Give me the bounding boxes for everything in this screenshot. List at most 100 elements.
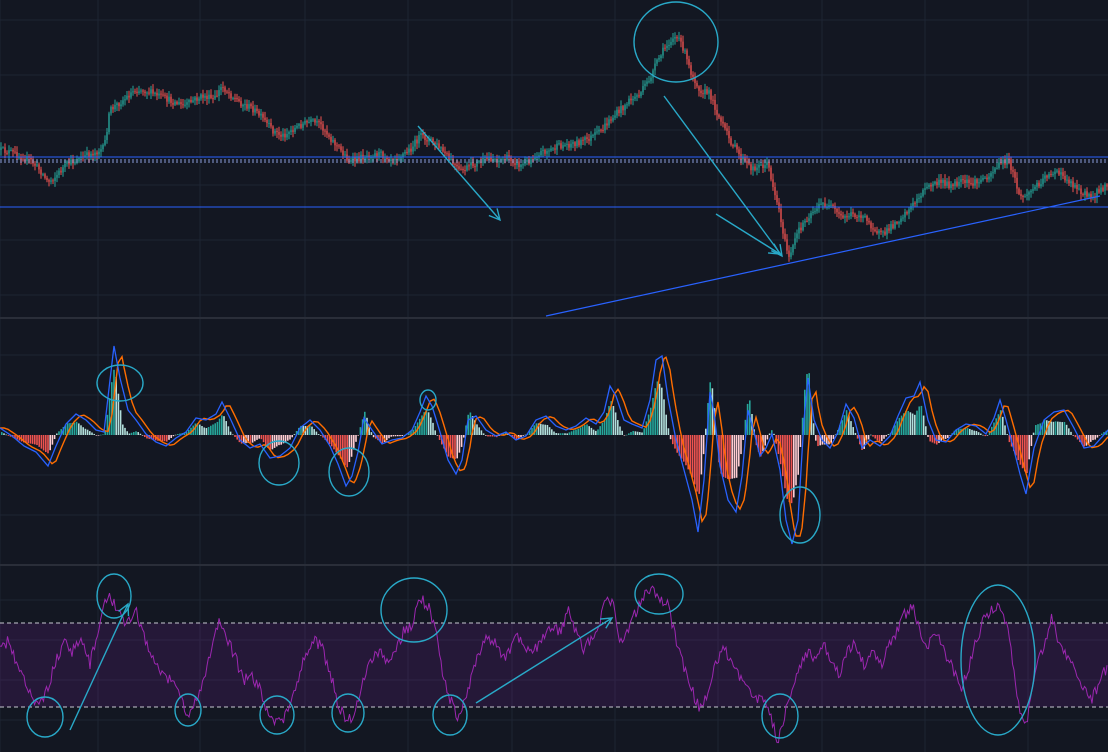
candle-body [466,165,468,171]
macd-histogram-bar [25,435,27,443]
candle-body [426,140,428,142]
macd-histogram-bar [300,425,302,435]
candle-body [310,119,312,123]
macd-panel[interactable] [0,345,1108,545]
candle-body [690,65,692,75]
macd-histogram-bar [988,431,991,435]
macd-histogram-bar [313,429,315,435]
candle-body [92,153,94,156]
candle-body [30,157,32,160]
candle-body [646,81,648,84]
drawing-layer[interactable] [26,1,1036,739]
candle-body [658,57,660,60]
macd-histogram-bar [947,435,949,438]
candle-body [850,212,852,217]
macd-histogram-bar [586,424,588,435]
candle-body [506,155,508,161]
candle-body [734,144,736,147]
candle-body [168,96,170,102]
macd-histogram-bar [815,435,817,441]
candle-body [1082,194,1084,196]
candle-body [108,113,110,133]
candle-body [86,152,88,156]
macd-histogram-bar [711,388,714,435]
candle-body [542,149,544,151]
candle-body [68,161,70,165]
candle-body [106,132,108,140]
macd-histogram-bar [720,435,722,474]
macd-histogram-bar [1070,431,1072,435]
candle-body [266,119,268,124]
macd-histogram-bar [139,433,142,435]
candle-body [290,130,292,133]
candle-body [378,152,380,157]
candle-body [308,122,310,124]
macd-histogram-bar [883,435,885,439]
macd-histogram-bar [537,423,540,435]
macd-histogram-bar [491,435,494,437]
macd-histogram-bar [188,429,190,435]
macd-histogram-bar [584,425,586,435]
candle-body [130,92,132,98]
macd-histogram-bar [966,428,969,435]
macd-histogram-bar [784,435,786,489]
candle-body [958,181,960,186]
candle-body [48,180,50,182]
candle-body [386,157,388,160]
candle-body [208,94,210,100]
drawn-circle [380,577,448,643]
candle-body [1032,189,1034,191]
candle-body [768,161,770,168]
macd-histogram-bar [366,417,368,435]
candle-body [1020,194,1022,196]
macd-histogram-bar [757,435,760,452]
macd-histogram-bar [1021,435,1024,469]
candle-body [938,179,940,186]
rsi-panel[interactable] [0,585,1108,744]
candle-body [160,93,162,95]
macd-histogram-bar [210,425,212,435]
candle-body [144,91,146,94]
candle-body [678,37,680,39]
macd-histogram-bar [174,434,177,436]
candle-body [526,159,528,162]
candle-body [662,47,664,56]
candle-body [772,179,774,187]
macd-histogram-bar [531,428,533,435]
drawn-circle [960,584,1036,736]
candle-body [782,222,784,234]
candle-body [922,189,924,196]
candle-body [784,233,786,240]
price-panel[interactable] [0,31,1108,317]
candle-body [102,145,104,150]
candle-body [716,109,718,115]
macd-histogram-bar [1052,421,1055,435]
candle-body [742,157,744,160]
candle-body [126,95,128,100]
macd-histogram-bar [856,435,859,439]
macd-histogram-bar [892,429,894,435]
candle-body [1036,182,1038,187]
candle-body [432,138,434,143]
candle-body [334,139,336,146]
candle-body [26,156,28,161]
macd-histogram-bar [1028,435,1030,460]
candle-body [946,181,948,186]
macd-histogram-bar [773,433,775,435]
macd-histogram-bar [452,435,454,459]
candle-body [756,167,758,171]
macd-histogram-bar [89,431,91,435]
candle-body [894,222,896,229]
macd-histogram-bar [309,425,311,435]
candle-body [332,139,334,142]
macd-histogram-bar [764,435,766,446]
candle-body [1066,179,1068,181]
macd-histogram-bar [322,435,324,438]
macd-histogram-bar [894,425,896,435]
macd-histogram-bar [595,430,597,435]
candle-body [822,203,824,205]
macd-histogram-bar [1098,435,1101,436]
macd-histogram-bar [135,431,137,435]
candle-body [1010,159,1012,171]
